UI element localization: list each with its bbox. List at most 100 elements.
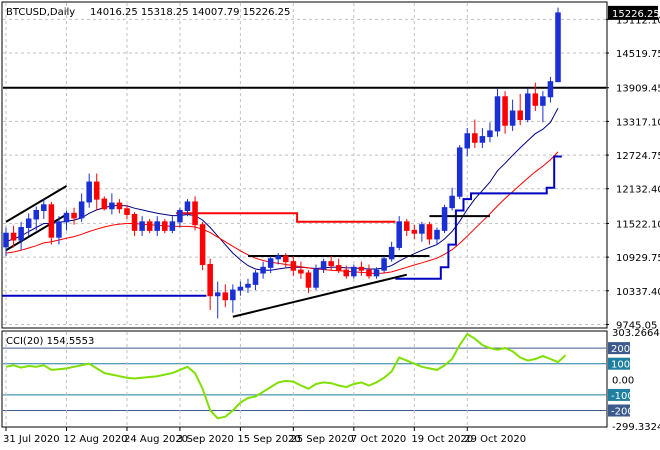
candle [381, 255, 387, 273]
time-tick-label: 29 Oct 2020 [464, 434, 526, 445]
cci-tick-label: 0.00 [612, 375, 634, 386]
ohlc-label: 14016.25 15318.25 14007.79 15226.25 [90, 7, 290, 18]
candle-body [290, 261, 297, 271]
price-tick-label: 9745.05 [616, 320, 657, 331]
candle [101, 196, 108, 211]
cci-tick-label: 100 [611, 360, 630, 371]
candle [275, 253, 281, 265]
candle-body [328, 261, 334, 267]
time-tick-label: 24 Aug 2020 [124, 434, 188, 445]
candle [116, 199, 123, 214]
candle [351, 264, 357, 279]
cci-tick-label: -200 [611, 407, 634, 418]
candle-body [86, 181, 92, 203]
candle-body [184, 201, 191, 211]
time-tick-label: 31 Jul 2020 [3, 434, 60, 445]
candle-body [464, 133, 471, 149]
candle [131, 212, 138, 237]
candle [472, 119, 478, 148]
candle [388, 241, 395, 262]
candle [555, 7, 561, 83]
candle [540, 91, 546, 123]
price-tick-label: 14519.75 [616, 49, 660, 60]
candle-body [403, 221, 410, 231]
candle-body [524, 93, 531, 121]
candle-body [177, 209, 183, 223]
price-tick-label: 13909.45 [616, 84, 660, 95]
cci-axis: 303.2664 200 100 0.00 -100 -200 -299.3324 [608, 328, 660, 433]
candle [207, 258, 213, 310]
candle [169, 216, 176, 234]
candle [290, 255, 297, 276]
candle-body [441, 207, 448, 231]
time-tick-label: 7 Oct 2020 [351, 434, 406, 445]
candle-body [351, 266, 357, 277]
candle-body [313, 268, 319, 288]
candle [260, 261, 266, 279]
candle [78, 193, 85, 222]
cci-tick-label: 303.2664 [612, 328, 660, 339]
candle-body [373, 269, 380, 277]
candle-body [358, 266, 365, 271]
candle-body [426, 224, 433, 240]
time-tick-label: 25 Sep 2020 [290, 434, 353, 445]
price-panel[interactable]: 15112.10 14519.75 13909.45 13317.10 12724.75… [1, 1, 660, 331]
candle [86, 173, 92, 208]
candle-body [335, 265, 342, 271]
candle [305, 270, 312, 293]
candle-body [25, 218, 32, 229]
price-tick-label: 15112.10 [616, 15, 660, 26]
current-price-label: 15226.25 [612, 9, 660, 20]
candle [93, 173, 100, 211]
candle-body [283, 255, 289, 263]
candle [56, 216, 62, 245]
trailing-stop-high-line [176, 212, 396, 223]
candle-body [388, 246, 395, 260]
candle-body [517, 110, 523, 121]
candle [177, 207, 183, 228]
candle-body [245, 283, 251, 288]
candle-body [10, 232, 17, 241]
candle-body [214, 292, 221, 297]
candle-body [131, 213, 138, 231]
trailing-stop-low-line [2, 155, 562, 297]
price-tick-label: 11522.10 [616, 219, 660, 230]
candle [313, 264, 319, 291]
candles [3, 7, 561, 319]
candle-body [41, 204, 47, 211]
candle-body [260, 266, 266, 274]
candle [396, 216, 402, 251]
candle [358, 261, 365, 276]
price-tick-label: 13317.10 [616, 117, 660, 128]
cci-lines [5, 332, 567, 420]
cci-panel[interactable]: 303.2664 200 100 0.00 -100 -200 -299.3324 CCI(… [1, 328, 660, 433]
candle [343, 265, 350, 279]
candle-body [33, 209, 40, 220]
trendline [5, 213, 68, 252]
candle [222, 284, 229, 308]
cci-level-tag [608, 342, 630, 355]
current-price-tag [608, 5, 658, 20]
candle [25, 213, 32, 237]
cci-level-tag [608, 357, 630, 370]
candle-body [237, 286, 244, 291]
candle-body [298, 269, 304, 274]
candle-body [487, 130, 493, 138]
candle-body [230, 289, 236, 301]
candle [48, 201, 55, 245]
candle [283, 253, 289, 268]
candle [162, 219, 168, 234]
cci-tick-label: -100 [611, 391, 634, 402]
candle [509, 99, 516, 131]
candle [487, 122, 493, 143]
candle [252, 270, 259, 291]
candle-body [78, 201, 85, 219]
candle [366, 264, 372, 279]
candle [237, 281, 244, 296]
candle-body [56, 221, 62, 238]
candle-body [540, 96, 546, 106]
time-tick-label: 3 Sep 2020 [177, 434, 234, 445]
candle-body [146, 221, 153, 231]
